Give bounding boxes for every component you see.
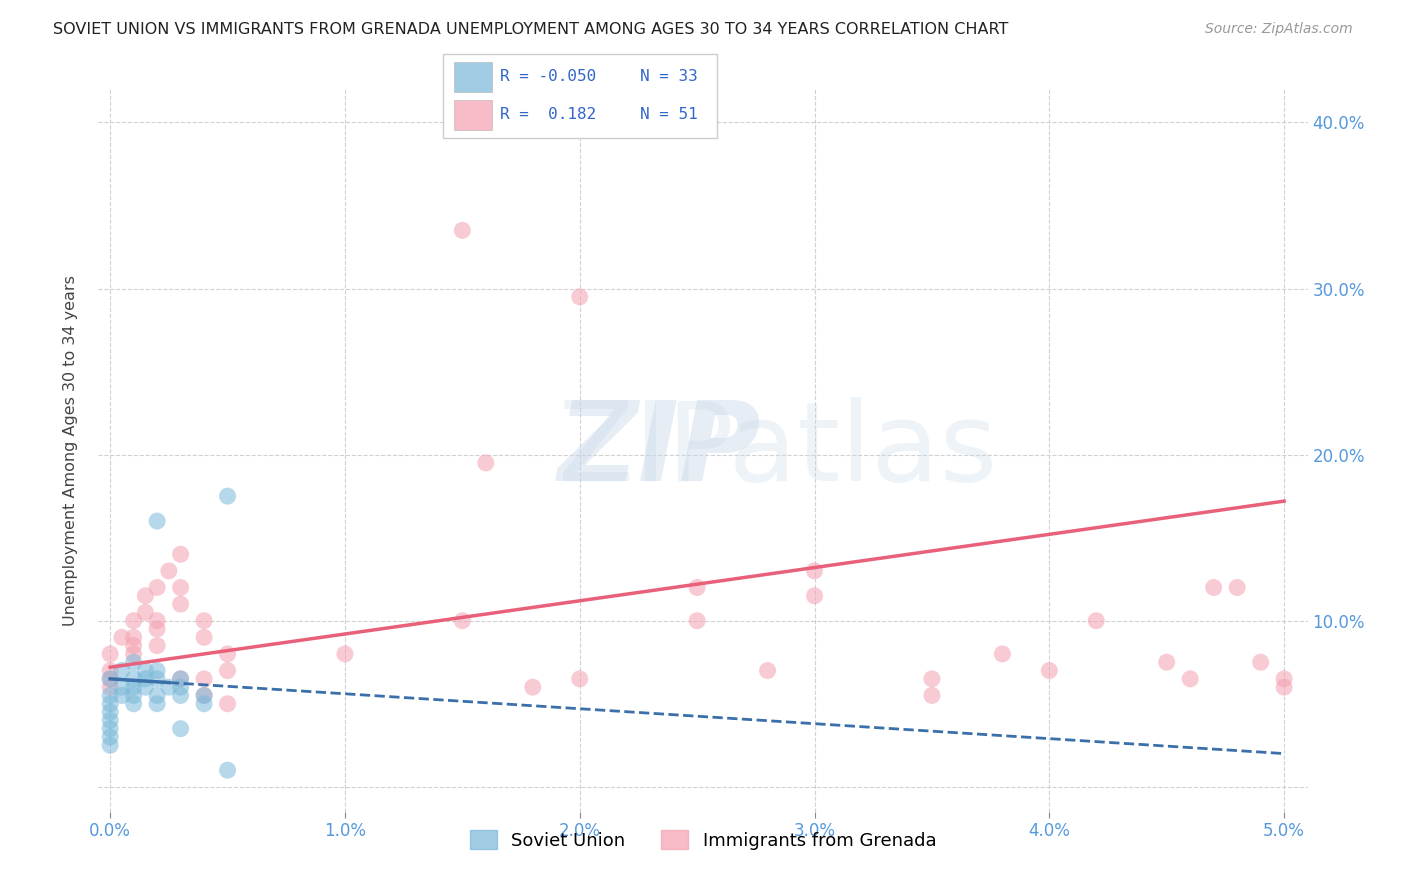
Point — [169, 722, 191, 736]
Point — [1226, 581, 1249, 595]
Point — [169, 597, 191, 611]
Point — [217, 647, 239, 661]
Legend: Soviet Union, Immigrants from Grenada: Soviet Union, Immigrants from Grenada — [463, 823, 943, 857]
Point — [122, 639, 145, 653]
Point — [217, 664, 239, 678]
Point — [169, 672, 191, 686]
Point — [217, 763, 239, 777]
Point — [134, 672, 156, 686]
Point — [921, 689, 943, 703]
Point — [122, 630, 145, 644]
Point — [333, 647, 356, 661]
Point — [122, 655, 145, 669]
Point — [568, 672, 591, 686]
Bar — [454, 62, 492, 92]
Point — [1156, 655, 1178, 669]
Point — [803, 589, 825, 603]
Point — [169, 672, 191, 686]
Point — [146, 697, 169, 711]
Point — [193, 697, 215, 711]
Point — [146, 664, 169, 678]
Point — [98, 672, 121, 686]
Point — [169, 547, 191, 561]
Point — [98, 730, 121, 744]
Point — [169, 581, 191, 595]
Point — [193, 614, 215, 628]
Point — [451, 223, 474, 237]
Point — [98, 739, 121, 753]
FancyBboxPatch shape — [443, 54, 717, 138]
Point — [134, 606, 156, 620]
Point — [98, 722, 121, 736]
Point — [193, 630, 215, 644]
Point — [146, 672, 169, 686]
Point — [1038, 664, 1060, 678]
Point — [98, 672, 121, 686]
Point — [122, 672, 145, 686]
Point — [756, 664, 779, 678]
Point — [122, 647, 145, 661]
Point — [111, 689, 134, 703]
Point — [122, 689, 145, 703]
Point — [1202, 581, 1225, 595]
Point — [134, 664, 156, 678]
Point — [169, 689, 191, 703]
Text: R = -0.050: R = -0.050 — [501, 70, 596, 85]
Point — [98, 705, 121, 719]
Point — [686, 581, 709, 595]
Point — [146, 689, 169, 703]
Text: SOVIET UNION VS IMMIGRANTS FROM GRENADA UNEMPLOYMENT AMONG AGES 30 TO 34 YEARS C: SOVIET UNION VS IMMIGRANTS FROM GRENADA … — [53, 22, 1008, 37]
Point — [111, 630, 134, 644]
Point — [169, 680, 191, 694]
Point — [98, 714, 121, 728]
Point — [157, 564, 180, 578]
Point — [991, 647, 1014, 661]
Point — [921, 672, 943, 686]
Point — [217, 697, 239, 711]
Y-axis label: Unemployment Among Ages 30 to 34 years: Unemployment Among Ages 30 to 34 years — [63, 275, 77, 626]
Point — [98, 664, 121, 678]
Point — [157, 680, 180, 694]
Point — [217, 489, 239, 503]
Point — [803, 564, 825, 578]
Point — [122, 614, 145, 628]
Point — [522, 680, 544, 694]
Point — [1272, 672, 1295, 686]
Point — [1250, 655, 1272, 669]
Point — [146, 639, 169, 653]
Point — [111, 664, 134, 678]
Text: ZIP: ZIP — [558, 397, 762, 504]
Text: ZIPatlas: ZIPatlas — [558, 397, 997, 504]
Point — [98, 689, 121, 703]
Point — [98, 680, 121, 694]
Point — [134, 589, 156, 603]
Point — [134, 680, 156, 694]
Text: Source: ZipAtlas.com: Source: ZipAtlas.com — [1205, 22, 1353, 37]
Point — [568, 290, 591, 304]
Point — [686, 614, 709, 628]
Point — [1085, 614, 1108, 628]
Point — [122, 680, 145, 694]
Point — [451, 614, 474, 628]
Text: N = 51: N = 51 — [640, 107, 697, 122]
Point — [146, 614, 169, 628]
Bar — [454, 100, 492, 130]
Point — [1180, 672, 1202, 686]
Point — [111, 680, 134, 694]
Point — [193, 672, 215, 686]
Point — [98, 647, 121, 661]
Text: N = 33: N = 33 — [640, 70, 697, 85]
Point — [98, 697, 121, 711]
Point — [1272, 680, 1295, 694]
Point — [146, 622, 169, 636]
Point — [146, 514, 169, 528]
Point — [475, 456, 498, 470]
Text: R =  0.182: R = 0.182 — [501, 107, 596, 122]
Point — [146, 581, 169, 595]
Point — [193, 689, 215, 703]
Point — [193, 689, 215, 703]
Point — [122, 697, 145, 711]
